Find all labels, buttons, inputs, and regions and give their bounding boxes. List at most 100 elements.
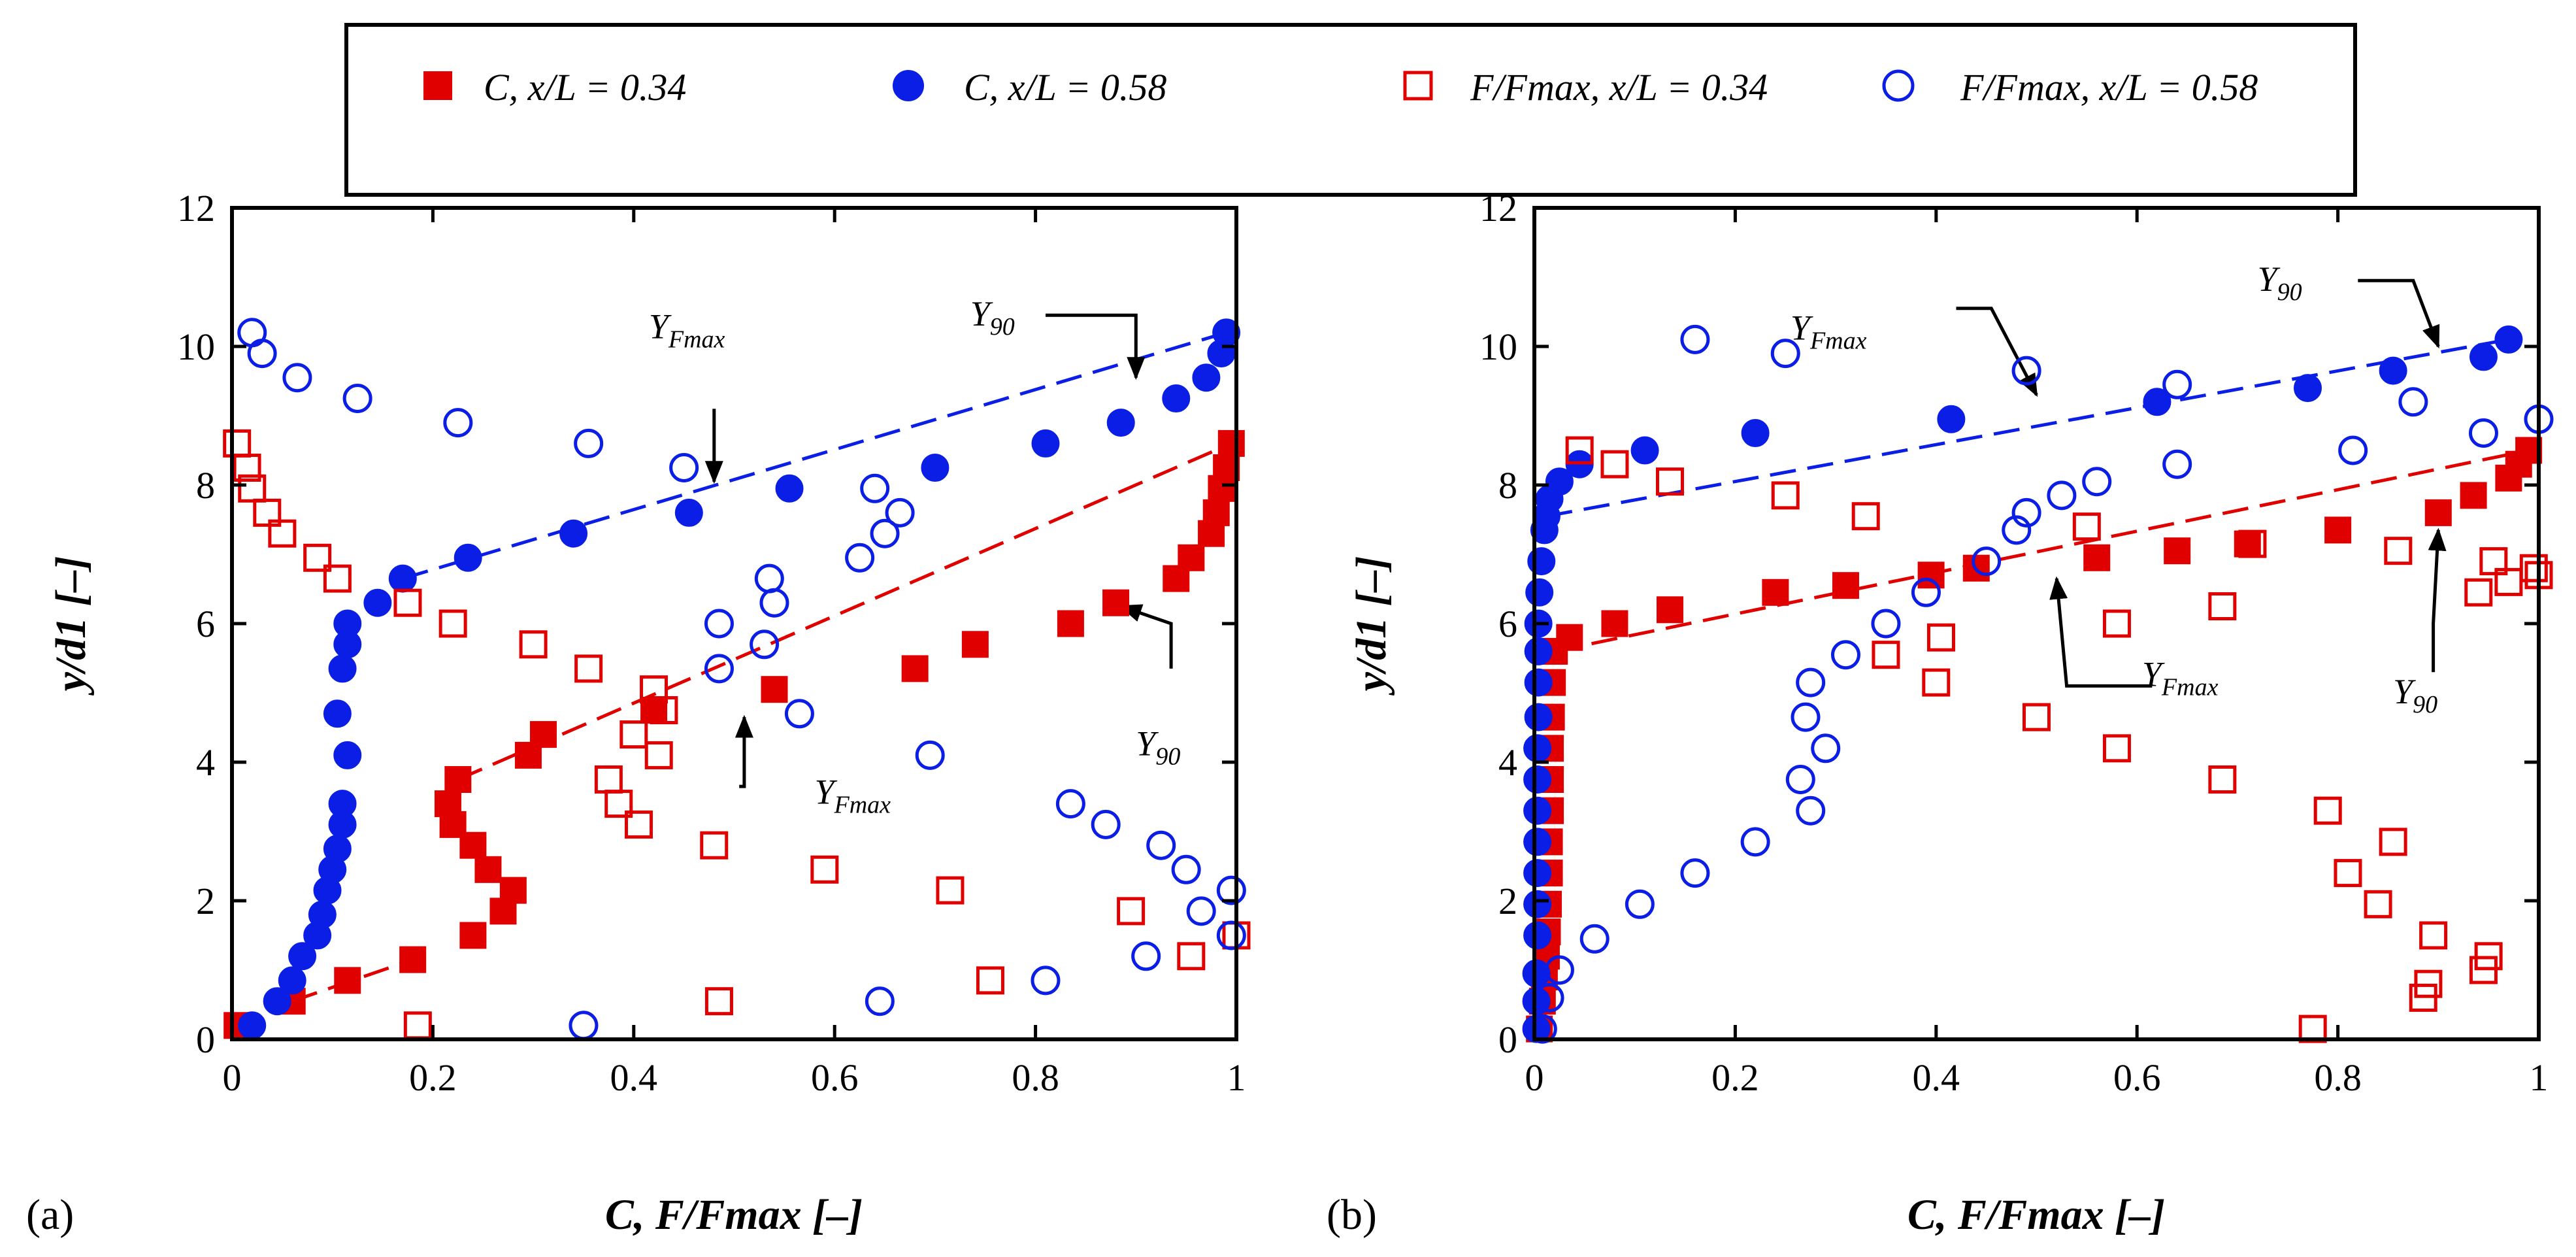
point-f-034 (2464, 578, 2493, 607)
y-tick-label: 10 (177, 326, 215, 368)
annotation-arrow (2049, 576, 2153, 688)
point-f-058 (1830, 640, 1860, 670)
y-tick-label: 10 (1479, 326, 1517, 368)
point-c-058 (2143, 388, 2171, 416)
y-tick-label: 2 (196, 880, 215, 922)
point-c-058 (1524, 637, 1553, 665)
point-c-034 (2164, 537, 2191, 565)
annotation-main: Y (970, 294, 993, 333)
point-f-034 (2102, 609, 2131, 638)
point-f-058 (1527, 1014, 1557, 1044)
point-f-058 (2002, 515, 2032, 545)
point-f-058 (1146, 830, 1176, 860)
point-f-034 (604, 790, 633, 818)
y-tick-label: 12 (1479, 187, 1517, 229)
point-f-058 (1534, 982, 1564, 1013)
annotation-label: YFmax (814, 773, 891, 819)
point-c-034 (2324, 516, 2352, 544)
point-c-058 (1523, 859, 1552, 888)
legend-entry-f034: F/Fmax, x/L = 0.34 (1403, 66, 1768, 109)
annotation-arrow (2428, 528, 2447, 673)
point-c-034 (459, 922, 487, 949)
point-f-034 (2238, 529, 2267, 558)
y-tick-label: 12 (177, 187, 215, 229)
annotation-subscript: Fmax (2161, 673, 2219, 701)
point-f-034 (2208, 765, 2237, 794)
point-c-034 (1832, 572, 1859, 599)
y-axis-label-a: y/d1 [–] (47, 556, 95, 696)
point-f-058 (1770, 339, 1800, 369)
annotation-subscript: Fmax (834, 792, 891, 819)
point-f-034 (2364, 890, 2392, 918)
point-f-058 (2162, 369, 2192, 399)
point-c-034 (961, 631, 989, 658)
point-f-034 (1926, 623, 1955, 652)
annotation-main: Y (649, 307, 672, 346)
point-f-058 (342, 384, 372, 413)
point-c-058 (1162, 384, 1191, 412)
point-c-058 (323, 699, 352, 728)
annotation-main: Y (2258, 260, 2281, 299)
x-tick-label: 1 (2530, 1056, 2549, 1099)
point-f-034 (2208, 592, 2237, 620)
annotation-main: Y (814, 773, 837, 812)
x-tick-label: 0.8 (1012, 1056, 1059, 1099)
point-c-034 (529, 721, 557, 748)
x-tick-label: 1 (1227, 1056, 1246, 1099)
point-c-058 (323, 835, 352, 863)
x-tick-label: 0.6 (811, 1056, 859, 1099)
point-f-034 (403, 1011, 432, 1040)
point-c-058 (1192, 363, 1221, 392)
point-c-058 (1522, 959, 1551, 988)
point-c-034 (1762, 578, 1789, 606)
point-c-058 (1523, 765, 1552, 794)
annotation-subscript: 90 (2413, 691, 2437, 718)
y-tick-label: 6 (1498, 603, 1517, 645)
legend-marker-filled-square (423, 71, 452, 100)
point-f-058 (569, 1011, 599, 1041)
point-f-034 (519, 630, 548, 659)
point-c-058 (263, 987, 291, 1016)
annotation-main: Y (1791, 308, 1813, 347)
y-tick-label: 4 (196, 741, 215, 784)
annotation-label: Y90 (1136, 724, 1180, 770)
point-c-034 (1163, 565, 1190, 592)
point-c-034 (474, 856, 502, 883)
point-f-034 (303, 543, 332, 572)
point-f-058 (574, 428, 604, 458)
point-f-058 (1171, 854, 1201, 884)
y-tick-label: 0 (1498, 1018, 1517, 1061)
point-f-034 (268, 519, 297, 548)
legend-label: C, x/L = 0.58 (964, 66, 1166, 109)
point-c-058 (328, 790, 357, 818)
point-c-058 (2494, 325, 2523, 354)
x-tick-label: 0.2 (1711, 1056, 1759, 1099)
legend-marker-filled-circle (893, 70, 924, 101)
x-tick-label: 0.8 (2314, 1056, 2362, 1099)
legend-label: F/Fmax, x/L = 0.58 (1960, 66, 2258, 109)
point-f-058 (1811, 733, 1841, 763)
point-f-034 (650, 696, 678, 724)
annotation-arrow (1118, 604, 1173, 669)
point-f-058 (2047, 480, 2077, 511)
point-f-058 (1031, 965, 1061, 996)
point-c-058 (2293, 374, 2322, 403)
point-f-034 (976, 966, 1004, 995)
point-c-058 (1937, 405, 1966, 433)
point-f-058 (784, 699, 814, 729)
point-c-034 (2083, 544, 2111, 571)
point-f-034 (640, 675, 669, 704)
point-f-058 (282, 363, 312, 393)
legend-label: C, x/L = 0.34 (484, 66, 686, 109)
point-c-058 (1031, 429, 1060, 458)
plot-frame-a (230, 206, 1238, 1041)
point-c-058 (308, 900, 337, 929)
point-f-034 (1565, 436, 1594, 465)
point-f-034 (233, 454, 261, 482)
point-c-058 (388, 564, 417, 593)
point-f-034 (619, 720, 648, 749)
point-f-034 (594, 765, 623, 794)
point-f-058 (1625, 889, 1655, 919)
panel-label-a: (a) (26, 1191, 74, 1239)
